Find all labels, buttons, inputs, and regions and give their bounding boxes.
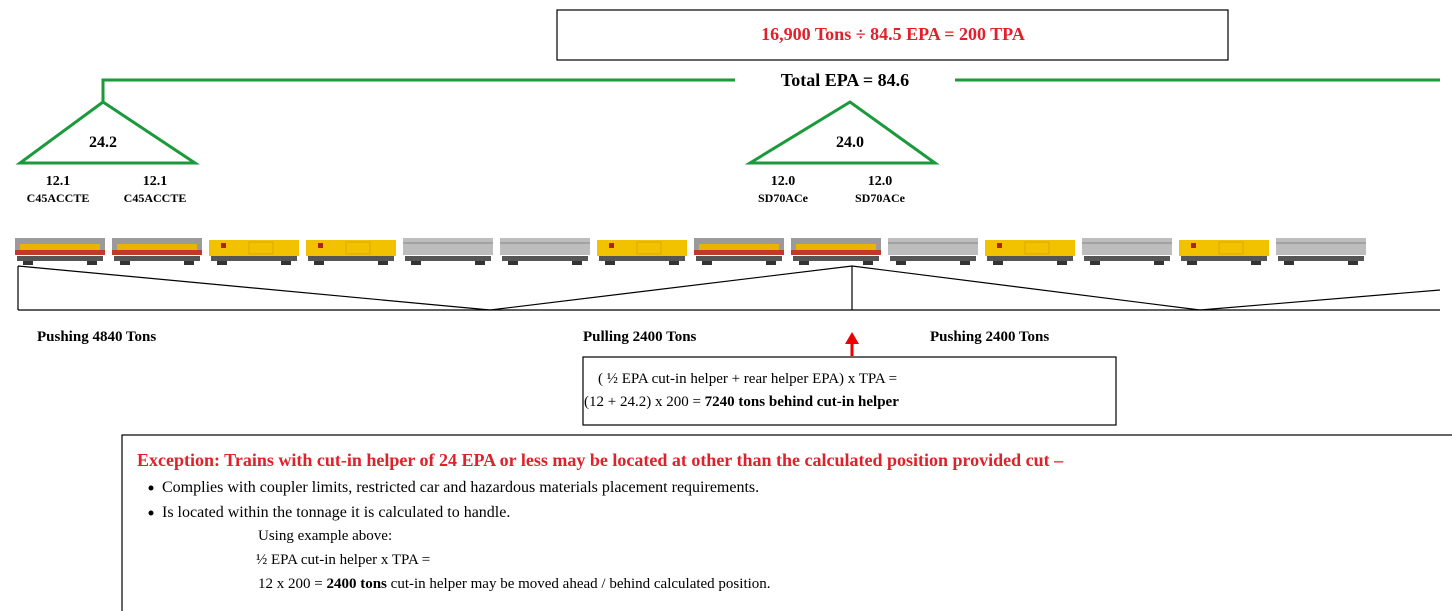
total-epa: Total EPA = 84.6 [773, 71, 917, 89]
train-part [799, 261, 809, 265]
text-segment: 12 x 200 = [258, 576, 326, 592]
text-segment: 7240 tons behind cut-in helper [705, 394, 899, 410]
train-part [888, 238, 978, 255]
train-part [1181, 256, 1267, 261]
train-part [378, 261, 388, 265]
group-epa: 24.0 [836, 135, 864, 151]
unit-epa: 12.0 [771, 175, 796, 189]
train-part [475, 261, 485, 265]
train-part [896, 261, 906, 265]
unit-model: C45ACCTE [124, 192, 187, 204]
train-part [605, 261, 615, 265]
train-part [694, 250, 784, 255]
diagram: 16,900 Tons ÷ 84.5 EPA = 200 TPA Total E… [0, 0, 1452, 611]
train-part [997, 243, 1002, 248]
bullet-text: Is located within the tonnage it is calc… [162, 505, 510, 521]
tonnage-label: Pushing 4840 Tons [37, 330, 156, 345]
train-part [405, 256, 491, 261]
train-part [308, 256, 394, 261]
train-part [1154, 261, 1164, 265]
train-part [993, 261, 1003, 265]
train-part [609, 243, 614, 248]
text-line: Using example above: [258, 529, 392, 544]
unit-epa: 12.1 [46, 175, 71, 189]
text-line: 12 x 200 = 2400 tons cut-in helper may b… [258, 577, 771, 592]
train-part [696, 256, 782, 261]
train-part [1090, 261, 1100, 265]
train-part [1278, 256, 1364, 261]
train-part [1187, 261, 1197, 265]
unit-model: SD70ACe [855, 192, 905, 204]
text-segment: (12 + 24.2) x 200 = [584, 394, 705, 410]
train-part [500, 238, 590, 255]
bullet [149, 486, 154, 491]
train-part [112, 250, 202, 255]
train-part [702, 261, 712, 265]
exception-heading: Exception: Trains with cut-in helper of … [137, 451, 1063, 469]
text-line: ½ EPA cut-in helper x TPA = [256, 553, 430, 568]
train-part [1348, 261, 1358, 265]
unit-model: SD70ACe [758, 192, 808, 204]
train-part [1084, 256, 1170, 261]
train-part [217, 261, 227, 265]
tonnage-label: Pushing 2400 Tons [930, 330, 1049, 345]
train-part [1082, 238, 1172, 255]
train-part [23, 261, 33, 265]
train-part [572, 261, 582, 265]
train-part [114, 256, 200, 261]
train-part [17, 256, 103, 261]
train-part [863, 261, 873, 265]
train-part [211, 256, 297, 261]
tonnage-label: Pulling 2400 Tons [583, 330, 696, 345]
train-part [502, 256, 588, 261]
train-part [669, 261, 679, 265]
train-part [793, 256, 879, 261]
train-part [281, 261, 291, 265]
text-segment: 2400 tons [326, 576, 386, 592]
train-part [791, 250, 881, 255]
epa-triangle [750, 102, 935, 163]
train-part [1284, 261, 1294, 265]
train-part [508, 261, 518, 265]
text-line: (12 + 24.2) x 200 = 7240 tons behind cut… [584, 395, 899, 410]
train-part [87, 261, 97, 265]
train-part [1251, 261, 1261, 265]
train-part [411, 261, 421, 265]
tonnage-bracket [18, 266, 1440, 310]
train-part [318, 243, 323, 248]
group-epa: 24.2 [89, 135, 117, 151]
train-part [184, 261, 194, 265]
unit-model: C45ACCTE [27, 192, 90, 204]
text-segment: Using example above: [258, 528, 392, 544]
text-segment: ½ EPA cut-in helper x TPA = [256, 552, 430, 568]
arrow-head [845, 332, 859, 344]
epa-triangle [20, 102, 195, 163]
train-part [987, 256, 1073, 261]
train [15, 238, 1366, 265]
bullet-text: Complies with coupler limits, restricted… [162, 480, 759, 496]
train-part [1191, 243, 1196, 248]
text-line: ( ½ EPA cut-in helper + rear helper EPA)… [598, 372, 897, 387]
text-segment: cut-in helper may be moved ahead / behin… [387, 576, 771, 592]
train-part [1057, 261, 1067, 265]
unit-epa: 12.1 [143, 175, 168, 189]
train-part [960, 261, 970, 265]
train-part [599, 256, 685, 261]
unit-epa: 12.0 [868, 175, 893, 189]
train-part [15, 250, 105, 255]
train-part [221, 243, 226, 248]
calc-box [583, 357, 1116, 425]
epa-line [103, 80, 735, 102]
text-segment: ( ½ EPA cut-in helper + rear helper EPA)… [598, 371, 897, 387]
train-part [1276, 238, 1366, 255]
train-part [890, 256, 976, 261]
train-part [403, 238, 493, 255]
train-part [766, 261, 776, 265]
train-part [314, 261, 324, 265]
formula: 16,900 Tons ÷ 84.5 EPA = 200 TPA [761, 25, 1025, 43]
bullet [149, 511, 154, 516]
train-part [120, 261, 130, 265]
